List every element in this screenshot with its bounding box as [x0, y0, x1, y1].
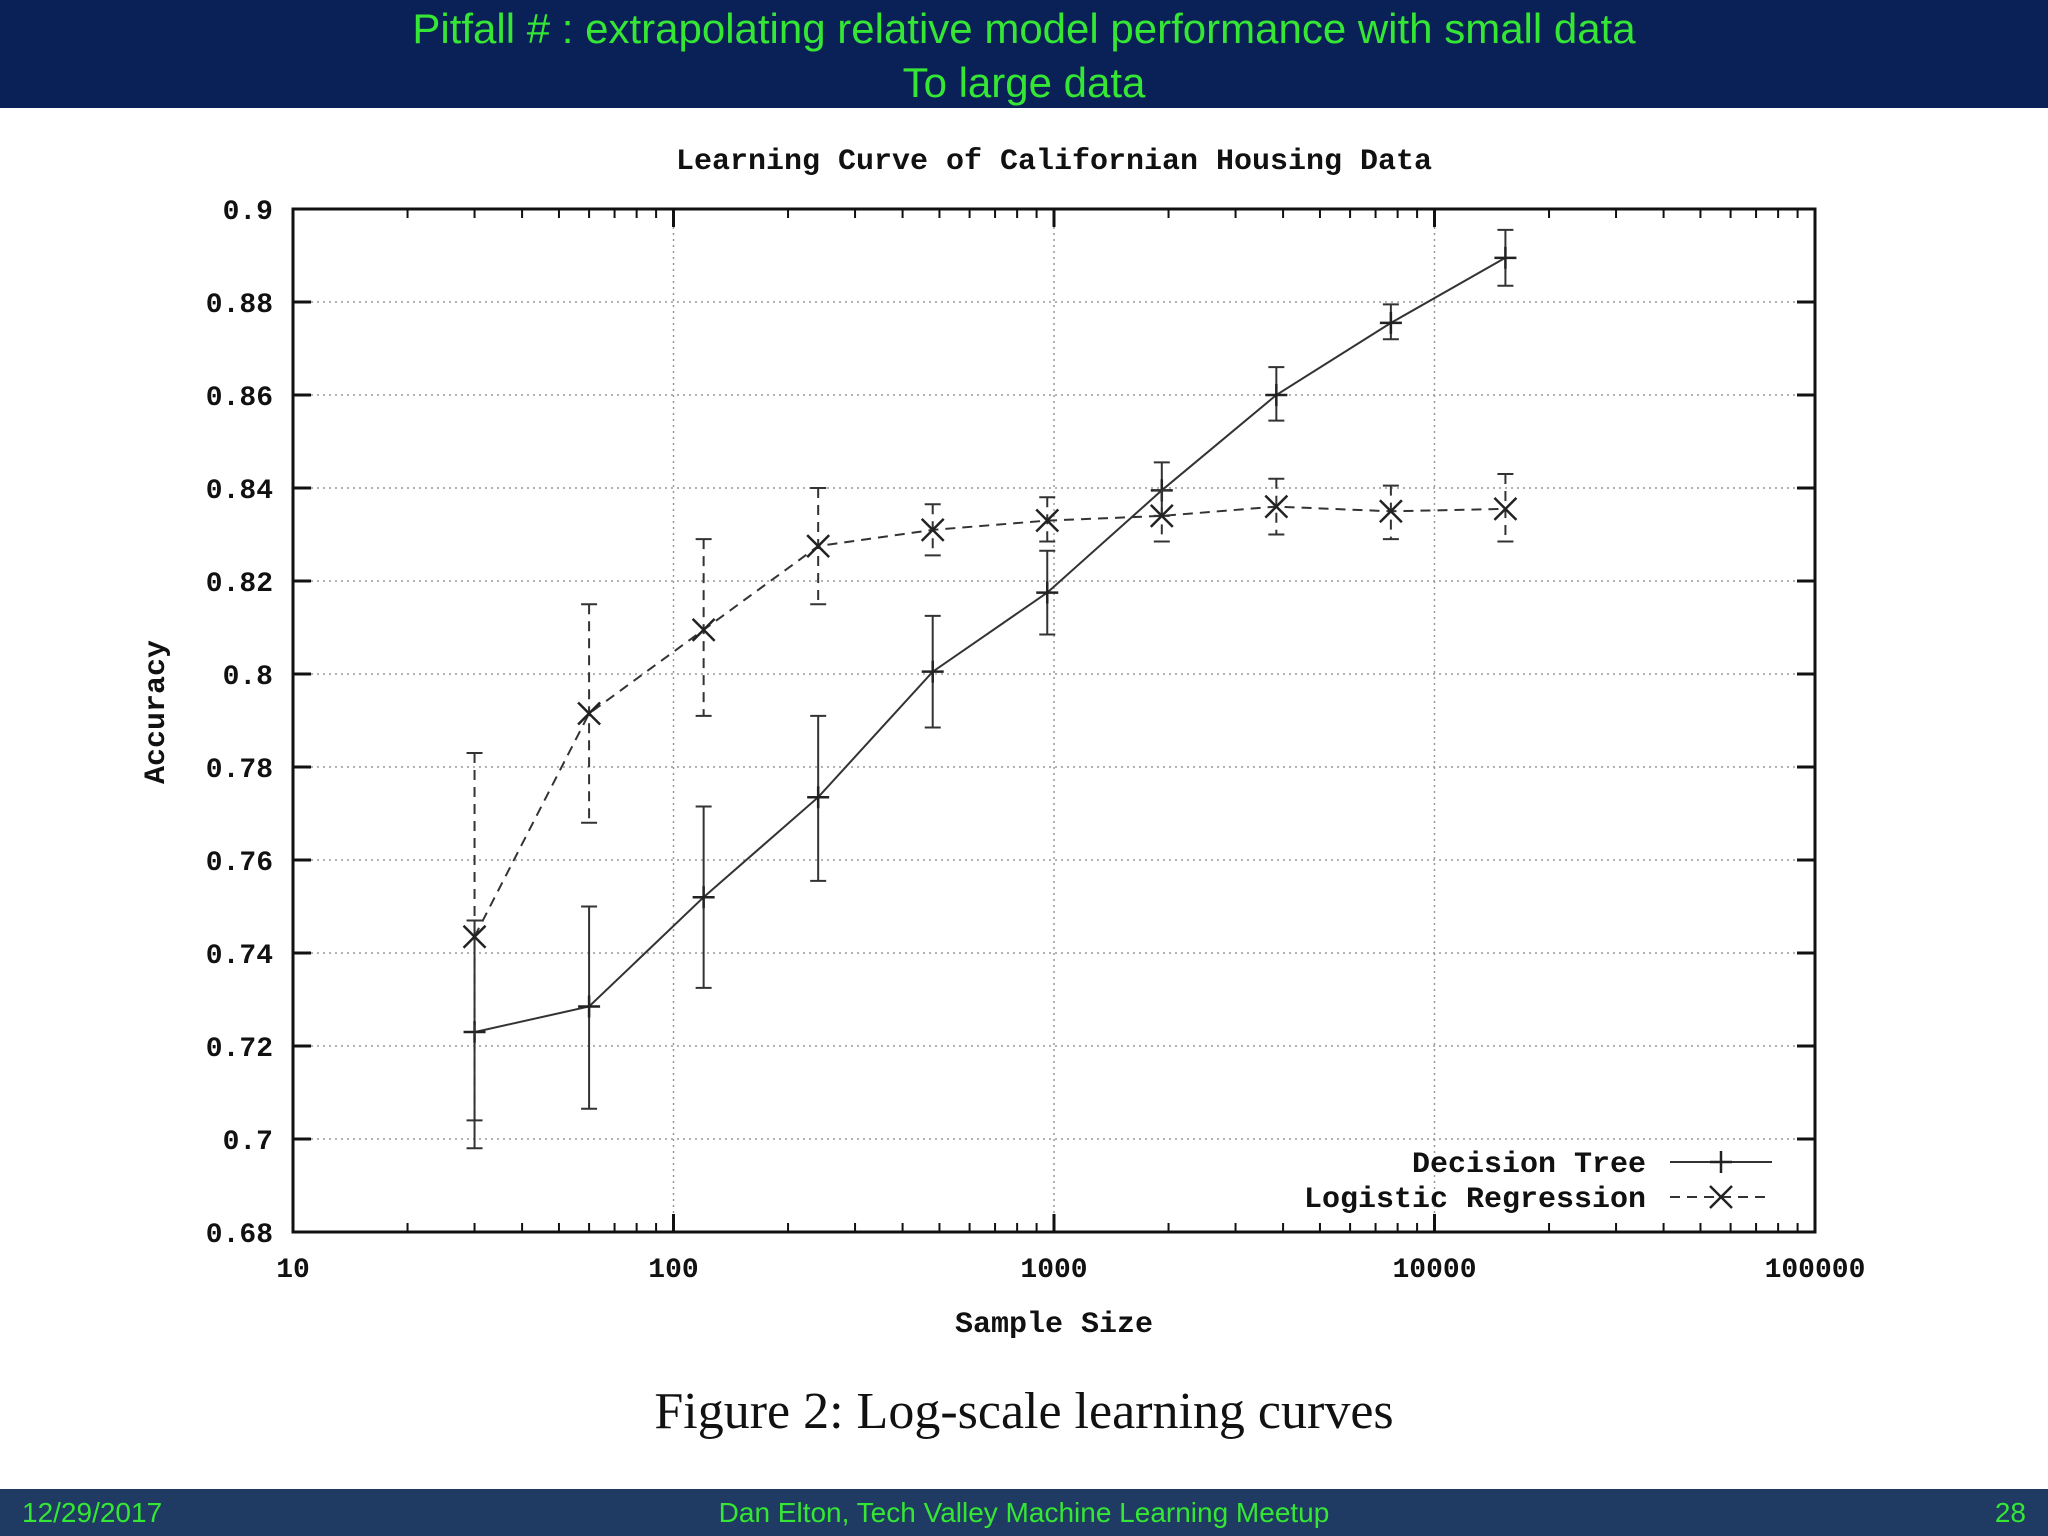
chart-ticks: 0.68 0.7 0.72 0.74 0.76 0.78 0.8 0.82 0.84 0.86 0.…: [206, 197, 1866, 1286]
x-tick-label: 1000: [1020, 1255, 1087, 1286]
slide-title-line-1: Pitfall # : extrapolating relative model…: [412, 5, 1636, 52]
legend-label: Logistic Regression: [1304, 1183, 1646, 1217]
footer-page-number: 28: [1994, 1497, 2026, 1528]
data-point: [1379, 311, 1402, 334]
data-point: [806, 534, 831, 559]
x-tick-label: 100000: [1765, 1255, 1866, 1286]
y-tick-label: 0.82: [206, 569, 273, 600]
data-point: [1378, 499, 1403, 524]
y-tick-label: 0.7: [223, 1127, 273, 1158]
y-tick-label: 0.76: [206, 848, 273, 879]
data-point: [691, 617, 716, 642]
x-tick-label: 10: [276, 1255, 310, 1286]
data-point: [1149, 504, 1174, 528]
legend-label: Decision Tree: [1412, 1148, 1646, 1182]
slide-footer: 12/29/2017 Dan Elton, Tech Valley Machin…: [0, 1489, 2048, 1536]
chart-series: [462, 228, 1518, 1150]
slide-header: Pitfall # : extrapolating relative model…: [0, 0, 2048, 108]
y-tick-label: 0.86: [206, 383, 273, 414]
data-point: [692, 886, 715, 909]
figure-caption: Figure 2: Log-scale learning curves: [654, 1383, 1394, 1440]
y-tick-label: 0.78: [206, 755, 273, 786]
data-point: [462, 924, 487, 949]
y-axis-label: Accuracy: [140, 640, 174, 784]
data-point: [577, 701, 601, 726]
data-point: [1494, 246, 1517, 269]
data-point: [807, 786, 830, 809]
x-tick-label: 100: [648, 1255, 698, 1286]
x-axis-label: Sample Size: [955, 1308, 1153, 1342]
y-tick-label: 0.8: [223, 662, 273, 693]
data-point: [1265, 384, 1288, 406]
slide-title-line-2: To large data: [902, 59, 1146, 106]
footer-presenter: Dan Elton, Tech Valley Machine Learning …: [718, 1497, 1330, 1528]
y-tick-label: 0.9: [223, 197, 273, 228]
y-tick-label: 0.72: [206, 1034, 273, 1065]
y-tick-label: 0.74: [206, 941, 273, 972]
data-point: [920, 517, 945, 542]
series-logistic-regression: [462, 473, 1518, 1122]
footer-date: 12/29/2017: [22, 1497, 163, 1528]
x-tick-label: 10000: [1392, 1255, 1476, 1286]
data-point: [921, 660, 944, 683]
learning-curve-chart: 0.68 0.7 0.72 0.74 0.76 0.78 0.8 0.82 0.84 0.86 0.…: [140, 145, 1866, 1342]
series-line: [474, 256, 1506, 1034]
data-point: [1035, 508, 1060, 533]
data-point: [1036, 581, 1059, 604]
chart-title: Learning Curve of Californian Housing Da…: [676, 145, 1432, 179]
data-point: [1493, 497, 1518, 521]
y-tick-label: 0.88: [206, 290, 273, 321]
legend-marker: [1709, 1185, 1733, 1209]
y-tick-label: 0.68: [206, 1220, 273, 1251]
data-point: [1264, 494, 1289, 519]
series-line: [473, 505, 1506, 938]
chart-grid: [293, 209, 1815, 1232]
data-point: [578, 995, 601, 1018]
y-tick-label: 0.84: [206, 476, 273, 507]
